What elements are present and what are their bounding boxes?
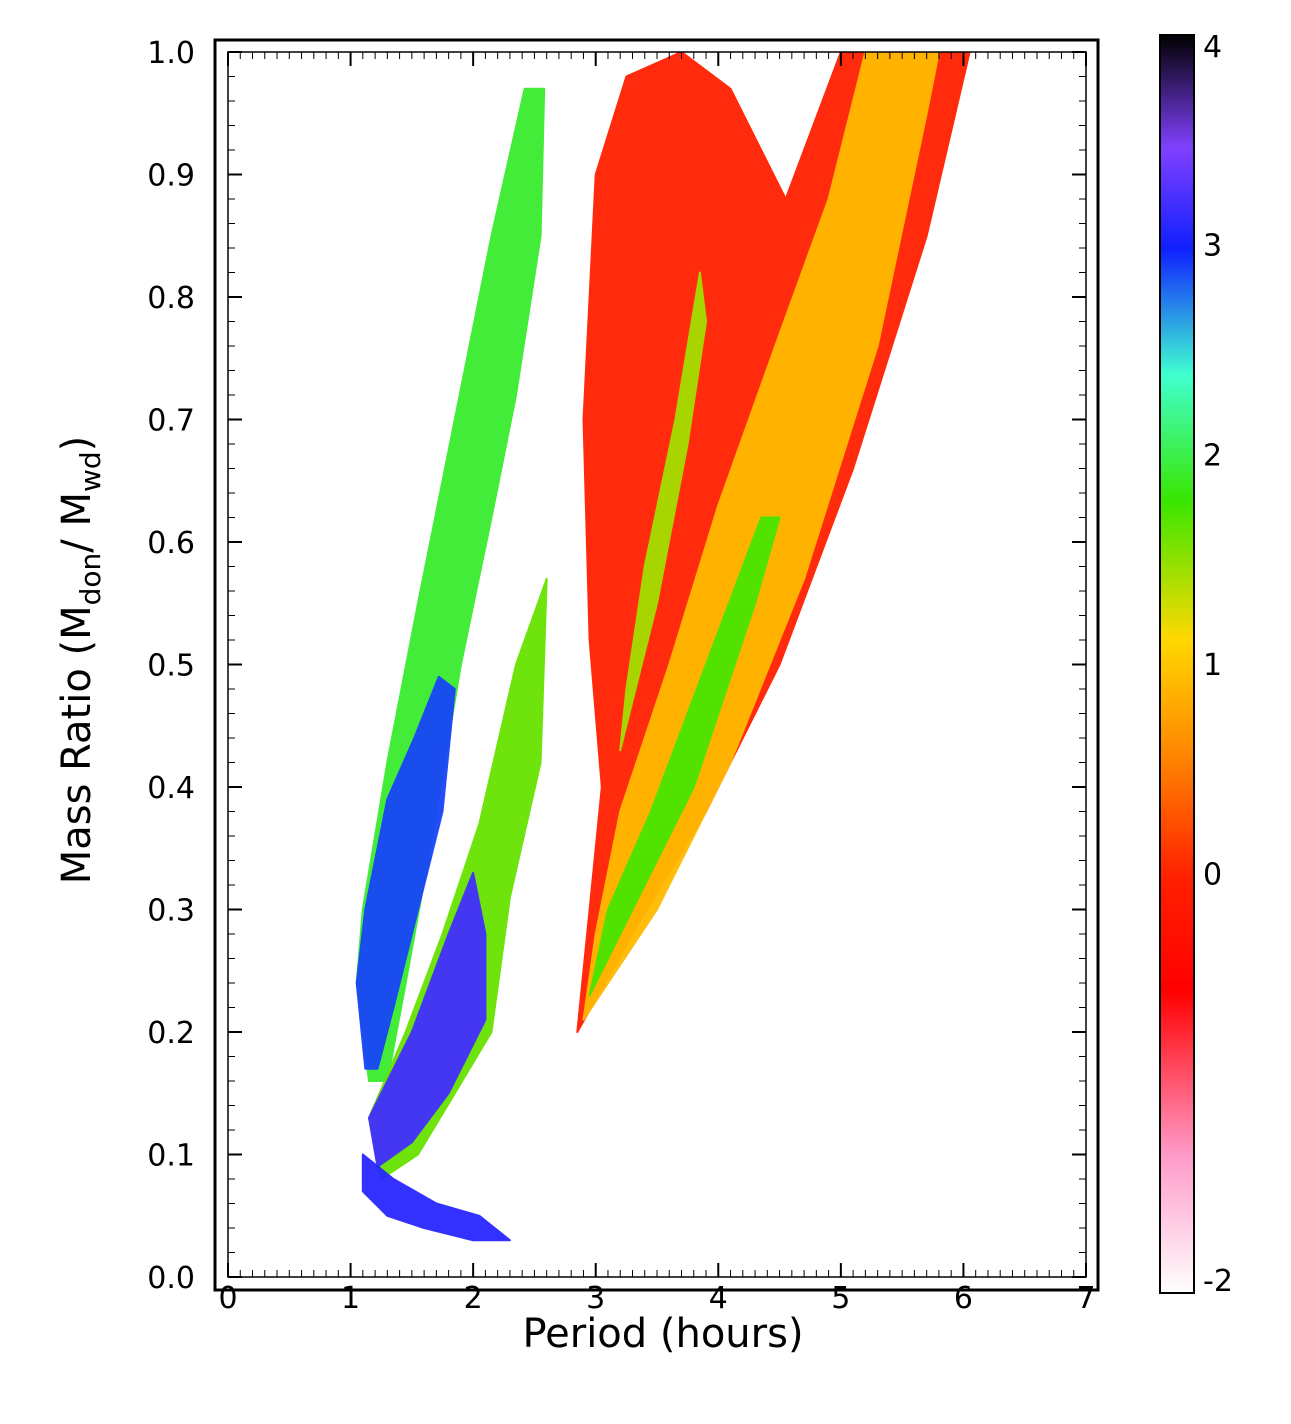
x-tick-label: 6 <box>954 1281 973 1316</box>
colorbar-tick-label: 2 <box>1203 438 1222 473</box>
x-tick-label: 1 <box>341 1281 360 1316</box>
colorbar-tick-label: 3 <box>1203 229 1222 264</box>
y-tick-label: 0.3 <box>147 894 195 929</box>
x-tick-label: 3 <box>586 1281 605 1316</box>
colorbar <box>1159 34 1195 1294</box>
x-tick-label: 0 <box>218 1281 237 1316</box>
y-tick-label: 0.2 <box>147 1016 195 1051</box>
y-axis-title: Mass Ratio (Mdon/ Mwd) <box>54 436 107 885</box>
y-tick-label: 0.9 <box>147 159 195 194</box>
y-tick-label: 1.0 <box>147 36 195 71</box>
y-tick-label: 0.7 <box>147 404 195 439</box>
colorbar-tick-label: -2 <box>1203 1264 1233 1299</box>
y-tick-labels: 0.0 0.1 0.2 0.3 0.4 0.5 0.6 0.7 0.8 0.9 1.0 <box>147 36 195 1296</box>
heatmap-region-middle-band-core <box>368 871 487 1168</box>
heatmap-regions <box>355 52 971 1242</box>
x-tick-label: 4 <box>709 1281 728 1316</box>
heatmap-region-right-fan-core <box>588 516 781 997</box>
y-tick-label: 0.4 <box>147 771 195 806</box>
heatmap-region-right-fan-spike <box>619 271 707 752</box>
colorbar-labels: -2 0 1 2 3 4 <box>1203 30 1233 1299</box>
heatmap-region-upper-left-band-core <box>355 675 456 1070</box>
x-tick-label: 2 <box>464 1281 483 1316</box>
x-tick-labels: 0 1 2 3 4 5 6 7 <box>218 1281 1095 1316</box>
x-tick-label: 5 <box>831 1281 850 1316</box>
y-tick-label: 0.5 <box>147 649 195 684</box>
colorbar-tick-label: 0 <box>1203 858 1222 893</box>
y-tick-label: 0.0 <box>147 1261 195 1296</box>
x-axis-title: Period (hours) <box>522 1311 803 1357</box>
y-tick-label: 0.1 <box>147 1139 195 1174</box>
colorbar-tick-label: 4 <box>1203 30 1222 65</box>
x-tick-label: 7 <box>1076 1281 1095 1316</box>
plot-frame-outer <box>213 38 1100 1292</box>
heatmap-region-lower-hook <box>361 1153 511 1242</box>
colorbar-tick-label: 1 <box>1203 648 1222 683</box>
axis-ticks <box>227 51 1087 1278</box>
y-tick-label: 0.8 <box>147 281 195 316</box>
y-tick-label: 0.6 <box>147 526 195 561</box>
